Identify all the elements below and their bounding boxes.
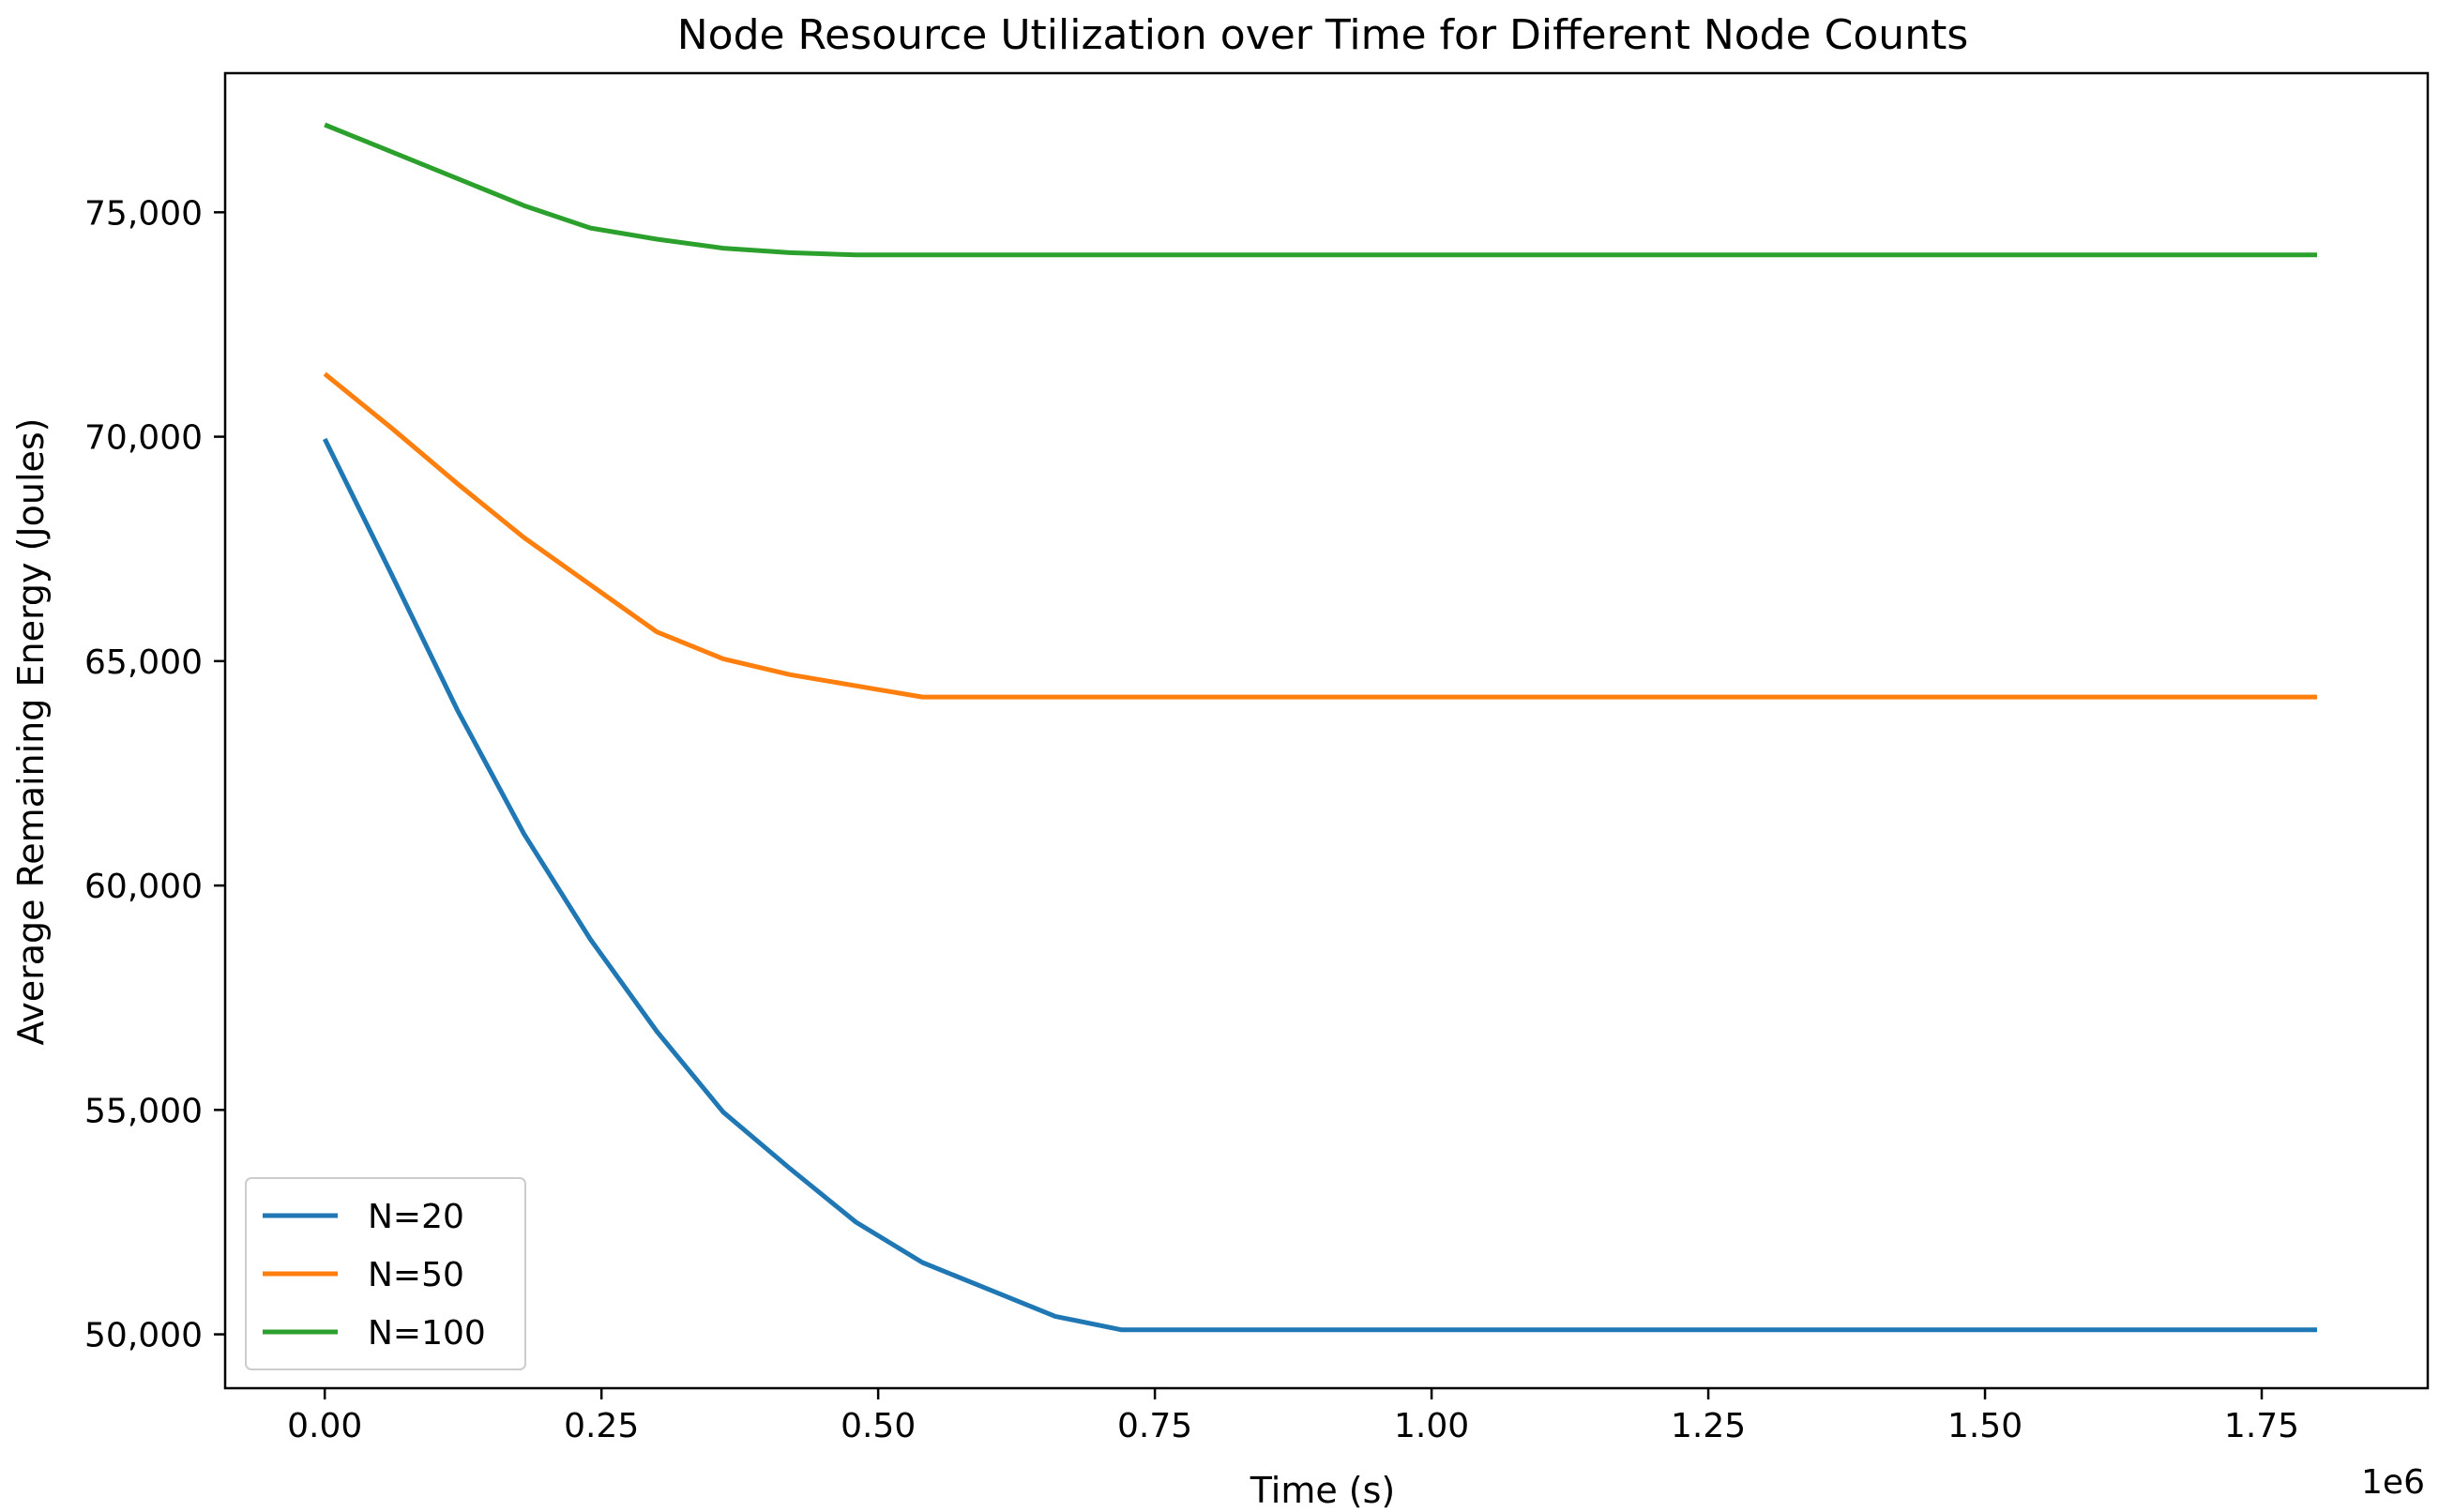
y-tick-label: 55,000 xyxy=(84,1092,203,1130)
x-axis-offset-label: 1e6 xyxy=(2361,1463,2425,1502)
x-axis-label: Time (s) xyxy=(1250,1470,1396,1511)
series-line-N=100 xyxy=(324,122,2317,258)
x-tick-label: 1.75 xyxy=(2224,1407,2299,1445)
legend-label-N=50: N=50 xyxy=(368,1256,464,1294)
legend-label-N=100: N=100 xyxy=(368,1314,486,1353)
y-tick-label: 65,000 xyxy=(84,643,203,682)
x-tick-label: 0.00 xyxy=(287,1407,362,1445)
legend-label-N=20: N=20 xyxy=(368,1198,464,1236)
chart-title: Node Resource Utilization over Time for … xyxy=(677,11,1969,59)
y-tick-label: 50,000 xyxy=(84,1317,203,1355)
plot-area: 0.00 0.25 0.50 0.75 1.00 1.25 1.50 1.75 50,000 55… xyxy=(84,71,2430,1445)
series-line-N=50 xyxy=(323,371,2317,700)
plot-frame xyxy=(223,71,2430,1390)
x-tick-label: 0.75 xyxy=(1117,1407,1192,1445)
x-tick-label: 0.50 xyxy=(841,1407,916,1445)
y-axis-label: Average Remaining Energy (Joules) xyxy=(10,417,52,1045)
legend-box xyxy=(245,1177,526,1370)
series-line-N=20 xyxy=(322,437,2317,1333)
x-tick-label: 1.25 xyxy=(1671,1407,1746,1445)
legend: N=20 N=50 N=100 xyxy=(245,1177,526,1370)
x-tick-label: 0.25 xyxy=(564,1407,639,1445)
y-tick-label: 60,000 xyxy=(84,868,203,906)
y-tick-label: 75,000 xyxy=(84,194,203,233)
x-tick-label: 1.50 xyxy=(1947,1407,2022,1445)
x-tick-label: 1.00 xyxy=(1394,1407,1469,1445)
y-tick-label: 70,000 xyxy=(84,419,203,458)
